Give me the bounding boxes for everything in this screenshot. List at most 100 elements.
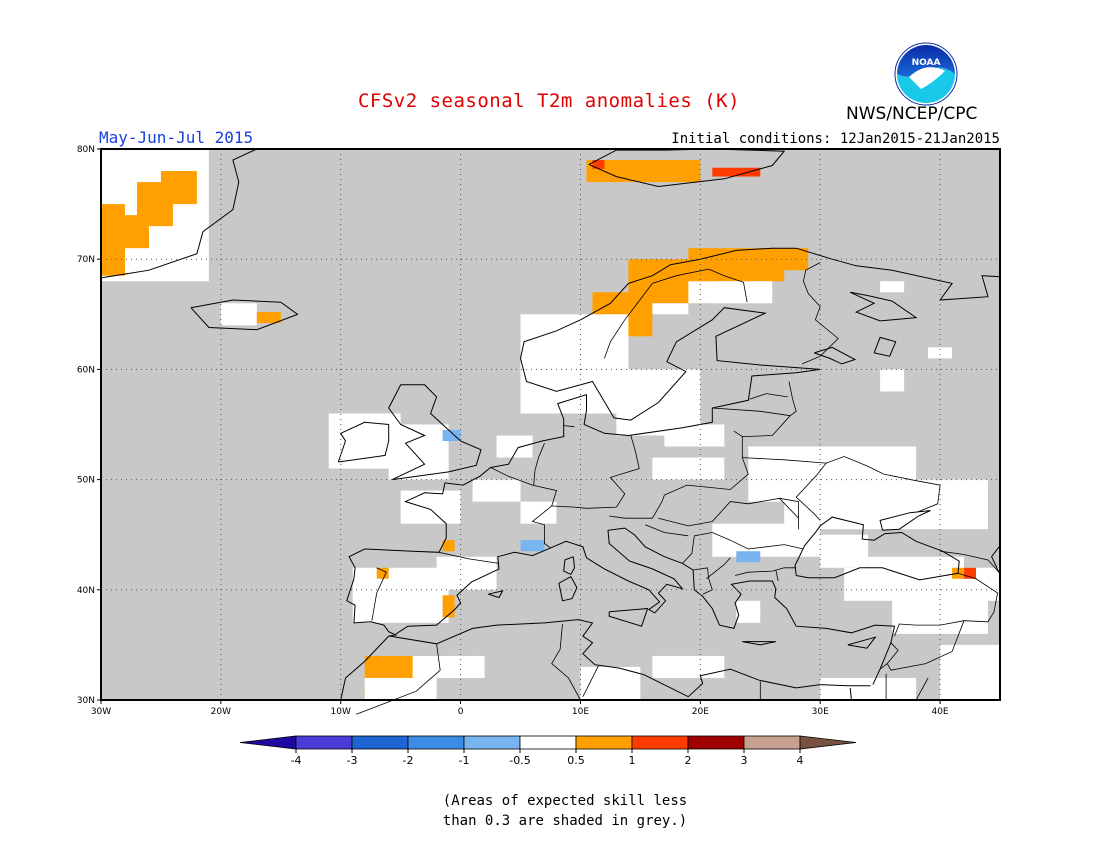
- lon-tick-label: 20W: [211, 707, 231, 717]
- colorbar-arrow-left: [239, 735, 297, 750]
- coastline: [389, 619, 871, 698]
- coastline: [608, 607, 649, 627]
- lat-tick-label: 40N: [77, 586, 95, 596]
- anomaly-cell: [652, 303, 689, 315]
- anomaly-cell: [820, 677, 917, 700]
- chart-title: CFSv2 seasonal T2m anomalies (K): [357, 90, 741, 112]
- season-label: May-Jun-Jul 2015: [99, 128, 254, 147]
- country-border: [730, 539, 804, 550]
- coastline: [849, 291, 918, 322]
- colorbar-swatch: [463, 735, 521, 750]
- coastline: [814, 346, 857, 365]
- anomaly-cell: [442, 540, 455, 552]
- colorbar-swatch: [519, 735, 577, 750]
- country-border: [356, 643, 441, 715]
- coastline: [991, 545, 1001, 575]
- coastline: [190, 299, 299, 331]
- colorbar: -4 -3 -2 -1 -0.5 0.5 1 2 3 4: [239, 735, 857, 767]
- lon-tick-label: 10W: [331, 707, 351, 717]
- colorbar-swatch: [407, 735, 465, 750]
- colorbar-arrow-right: [799, 735, 857, 750]
- anomaly-cell: [436, 556, 497, 590]
- anomaly-cell: [496, 435, 533, 458]
- initial-conditions-label: Initial conditions: 12Jan2015-21Jan2015: [671, 131, 1000, 147]
- anomaly-cell: [256, 312, 281, 324]
- anomaly-cell: [442, 595, 455, 618]
- country-border: [802, 262, 839, 365]
- lon-tick-label: 40E: [931, 707, 948, 717]
- colorbar-swatch: [295, 735, 353, 750]
- footnote-line-1: (Areas of expected skill less: [442, 793, 688, 809]
- anomaly-cell: [442, 430, 461, 442]
- coastline: [100, 148, 258, 279]
- coastline: [395, 527, 896, 685]
- country-border: [795, 462, 827, 521]
- colorbar-label: 4: [797, 754, 804, 767]
- colorbar-label: 0.5: [567, 754, 585, 767]
- anomaly-cell: [580, 666, 641, 700]
- agency-label: NWS/NCEP/CPC: [846, 104, 978, 124]
- anomaly-cell: [688, 281, 773, 304]
- lat-tick-label: 80N: [77, 145, 95, 155]
- anomaly-cell: [688, 248, 785, 282]
- coastline: [558, 576, 578, 602]
- lon-tick-label: 0: [458, 707, 464, 717]
- colorbar-label: -0.5: [509, 754, 530, 767]
- coastline: [849, 687, 852, 701]
- anomaly-cell: [520, 501, 557, 524]
- country-border: [712, 407, 791, 417]
- country-border: [551, 435, 640, 509]
- anomaly-cells: [101, 149, 1000, 700]
- country-border: [779, 497, 799, 519]
- anomaly-cell: [664, 424, 725, 447]
- graticule: [101, 149, 1000, 700]
- coastline: [742, 641, 776, 646]
- country-borders: [356, 262, 1001, 715]
- colorbar-label: -1: [459, 754, 470, 767]
- map-background: [101, 149, 1000, 700]
- footnote: (Areas of expected skill less than 0.3 a…: [0, 791, 1100, 831]
- anomaly-cell: [892, 589, 989, 634]
- country-border: [533, 443, 545, 486]
- lat-tick-label: 70N: [77, 255, 95, 265]
- colorbar-label: -2: [403, 754, 414, 767]
- anomaly-cell: [376, 567, 389, 579]
- anomaly-cell: [736, 551, 761, 563]
- anomaly-cell: [352, 567, 449, 623]
- svg-text:NOAA: NOAA: [912, 58, 941, 68]
- anomaly-cell: [586, 160, 701, 183]
- coastline: [337, 421, 390, 463]
- lat-tick-label: 30N: [77, 696, 95, 706]
- anomaly-cell: [400, 490, 461, 524]
- anomaly-cell: [772, 248, 809, 271]
- country-border: [645, 524, 689, 537]
- colorbar-label: 2: [685, 754, 692, 767]
- anomaly-cell: [820, 534, 869, 568]
- coastline: [873, 336, 897, 357]
- anomaly-cell: [652, 655, 725, 678]
- lon-tick-label: 30W: [91, 707, 111, 717]
- anomaly-cell: [520, 314, 629, 414]
- lon-tick-label: 30E: [812, 707, 829, 717]
- country-border: [604, 268, 709, 359]
- map-frame: [100, 148, 1001, 701]
- country-border: [658, 497, 799, 530]
- anomaly-cell: [364, 677, 437, 700]
- coastline: [794, 516, 960, 581]
- anomaly-cell: [592, 160, 605, 169]
- country-border: [682, 532, 731, 564]
- anomaly-cell: [964, 567, 977, 579]
- coastline: [388, 384, 482, 481]
- coastline: [488, 590, 504, 599]
- anomaly-cell: [940, 644, 1000, 700]
- country-border: [693, 567, 713, 595]
- colorbar-label: -4: [291, 754, 302, 767]
- colorbar-swatch: [687, 735, 745, 750]
- anomaly-cell: [784, 479, 989, 530]
- country-border: [438, 551, 500, 564]
- country-border: [706, 557, 731, 580]
- country-border: [708, 268, 748, 303]
- country-border: [742, 381, 797, 437]
- lat-tick-label: 50N: [77, 476, 95, 486]
- axis-ticks: 30W 20W 10W 0 10E 20E 30E 40E 80N 70N 60N 50N 40N 30N: [77, 145, 949, 717]
